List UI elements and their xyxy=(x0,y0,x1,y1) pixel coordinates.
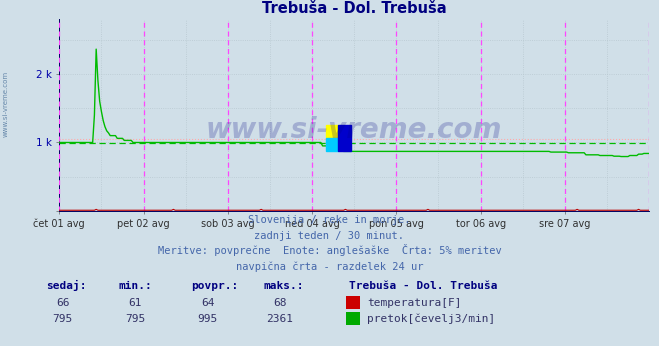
Text: pretok[čevelj3/min]: pretok[čevelj3/min] xyxy=(367,314,496,325)
Bar xyxy=(326,138,339,152)
Text: maks.:: maks.: xyxy=(264,281,304,291)
Title: Trebuša - Dol. Trebuša: Trebuša - Dol. Trebuša xyxy=(262,1,447,17)
Text: 61: 61 xyxy=(129,298,142,308)
Text: www.si-vreme.com: www.si-vreme.com xyxy=(206,116,502,144)
Text: 795: 795 xyxy=(53,315,72,325)
Text: www.si-vreme.com: www.si-vreme.com xyxy=(2,71,9,137)
Text: navpična črta - razdelek 24 ur: navpična črta - razdelek 24 ur xyxy=(236,261,423,272)
Bar xyxy=(326,125,339,138)
Text: min.:: min.: xyxy=(119,281,152,291)
Text: 995: 995 xyxy=(198,315,217,325)
Text: 64: 64 xyxy=(201,298,214,308)
Text: Trebuša - Dol. Trebuša: Trebuša - Dol. Trebuša xyxy=(349,281,498,291)
Text: Slovenija / reke in morje.: Slovenija / reke in morje. xyxy=(248,215,411,225)
Text: sedaj:: sedaj: xyxy=(46,280,86,291)
Bar xyxy=(339,125,351,152)
Text: 795: 795 xyxy=(125,315,145,325)
Text: 66: 66 xyxy=(56,298,69,308)
Text: Meritve: povprečne  Enote: anglešaške  Črta: 5% meritev: Meritve: povprečne Enote: anglešaške Črt… xyxy=(158,244,501,256)
Text: 2361: 2361 xyxy=(267,315,293,325)
Text: povpr.:: povpr.: xyxy=(191,281,239,291)
Text: temperatura[F]: temperatura[F] xyxy=(367,298,461,308)
Text: zadnji teden / 30 minut.: zadnji teden / 30 minut. xyxy=(254,231,405,241)
Text: 68: 68 xyxy=(273,298,287,308)
